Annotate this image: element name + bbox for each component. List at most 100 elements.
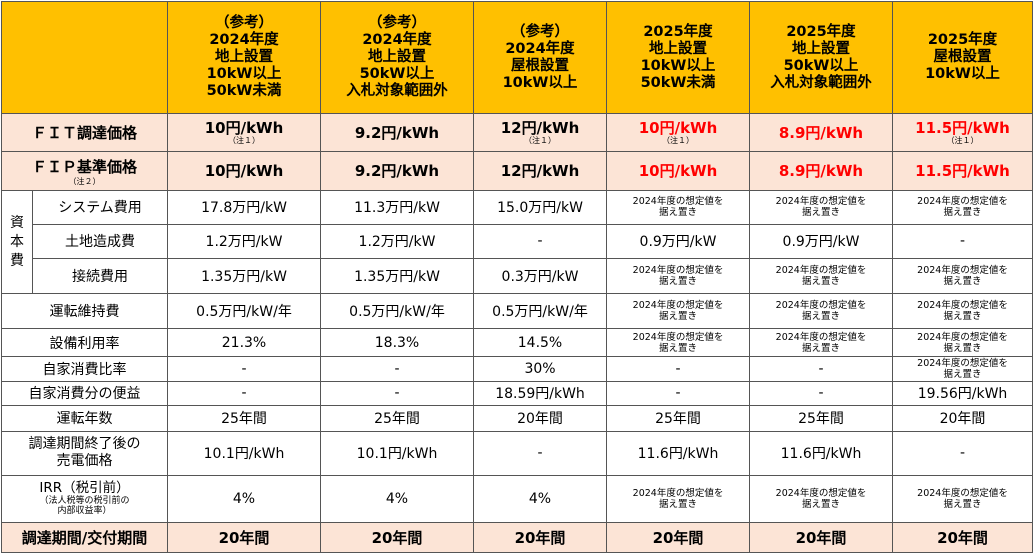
self-consumption-ratio-cell: - bbox=[749, 355, 893, 383]
operating-years-cell: 20年間 bbox=[892, 404, 1033, 433]
fit-price-cell: 10円/kWh （注１） bbox=[167, 113, 321, 153]
irr-cell: 4% bbox=[167, 474, 321, 524]
self-consumption-ratio-row: 自家消費比率 - - 30% - - 2024年度の想定値を 据え置き bbox=[1, 355, 1033, 383]
post-period-price-row: 調達期間終了後の 売電価格 10.1円/kWh 10.1円/kWh - 11.6円… bbox=[1, 431, 1033, 476]
fit-price-cell: 8.9円/kWh bbox=[749, 113, 893, 153]
fip-price-cell: 11.5円/kWh bbox=[892, 151, 1033, 191]
self-consumption-benefit-row: 自家消費分の便益 - - 18.59円/kWh - - 19.56円/kWh bbox=[1, 381, 1033, 406]
placeholder-cell: 2024年度の想定値を 据え置き bbox=[606, 293, 750, 330]
capital-cost-label: 資本費 bbox=[1, 189, 33, 295]
land-cost-cell: - bbox=[892, 223, 1033, 260]
capacity-factor-cell: 18.3% bbox=[320, 328, 474, 357]
connection-cost-cell: 1.35万円/kW bbox=[167, 258, 321, 295]
header-corner bbox=[1, 0, 168, 115]
fip-price-cell: 8.9円/kWh bbox=[749, 151, 893, 191]
procurement-period-cell: 20年間 bbox=[473, 522, 607, 553]
placeholder-cell: 2024年度の想定値を 据え置き bbox=[749, 474, 893, 524]
post-period-price-cell: 11.6円/kWh bbox=[606, 431, 750, 476]
land-cost-cell: - bbox=[473, 223, 607, 260]
fip-price-row: ＦＩＰ基準価格 （注２） 10円/kWh 9.2円/kWh 12円/kWh 10円… bbox=[1, 151, 1033, 191]
self-consumption-benefit-cell: - bbox=[167, 381, 321, 406]
fip-price-cell: 9.2円/kWh bbox=[320, 151, 474, 191]
procurement-period-cell: 20年間 bbox=[167, 522, 321, 553]
fit-price-cell: 12円/kWh （注１） bbox=[473, 113, 607, 153]
post-period-price-label: 調達期間終了後の 売電価格 bbox=[1, 431, 168, 476]
operating-years-cell: 25年間 bbox=[749, 404, 893, 433]
post-period-price-cell: 11.6円/kWh bbox=[749, 431, 893, 476]
system-cost-cell: 15.0万円/kW bbox=[473, 189, 607, 225]
column-header-2025-roof: 2025年度 屋根設置 10kW以上 bbox=[892, 0, 1033, 115]
column-header-2025-ground-large: 2025年度 地上設置 50kW以上 入札対象範囲外 bbox=[749, 0, 893, 115]
self-consumption-ratio-cell: - bbox=[320, 355, 474, 383]
system-cost-cell: 17.8万円/kW bbox=[167, 189, 321, 225]
irr-cell: 4% bbox=[320, 474, 474, 524]
capacity-factor-label: 設備利用率 bbox=[1, 328, 168, 357]
operating-years-cell: 25年間 bbox=[167, 404, 321, 433]
capacity-factor-cell: 21.3% bbox=[167, 328, 321, 357]
placeholder-cell: 2024年度の想定値を 据え置き bbox=[749, 293, 893, 330]
self-consumption-benefit-cell: 18.59円/kWh bbox=[473, 381, 607, 406]
operating-years-cell: 25年間 bbox=[606, 404, 750, 433]
post-period-price-cell: - bbox=[473, 431, 607, 476]
column-header-2024-ground-large: （参考） 2024年度 地上設置 50kW以上 入札対象範囲外 bbox=[320, 0, 474, 115]
connection-cost-row: 接続費用 1.35万円/kW 1.35万円/kW 0.3万円/kW 2024年度… bbox=[2, 258, 1033, 295]
capacity-factor-cell: 14.5% bbox=[473, 328, 607, 357]
procurement-period-cell: 20年間 bbox=[606, 522, 750, 553]
land-cost-cell: 0.9万円/kW bbox=[749, 223, 893, 260]
operating-years-label: 運転年数 bbox=[1, 404, 168, 433]
fit-price-cell: 9.2円/kWh bbox=[320, 113, 474, 153]
land-cost-cell: 0.9万円/kW bbox=[606, 223, 750, 260]
system-cost-cell: 11.3万円/kW bbox=[320, 189, 474, 225]
post-period-price-cell: 10.1円/kWh bbox=[167, 431, 321, 476]
om-cost-cell: 0.5万円/kW/年 bbox=[167, 293, 321, 330]
connection-cost-cell: 0.3万円/kW bbox=[473, 258, 607, 295]
self-consumption-benefit-label: 自家消費分の便益 bbox=[1, 381, 168, 406]
system-cost-label: システム費用 bbox=[32, 189, 168, 225]
placeholder-cell: 2024年度の想定値を 据え置き bbox=[606, 474, 750, 524]
irr-cell: 4% bbox=[473, 474, 607, 524]
placeholder-cell: 2024年度の想定値を 据え置き bbox=[749, 328, 893, 357]
self-consumption-benefit-cell: 19.56円/kWh bbox=[892, 381, 1033, 406]
procurement-period-label: 調達期間/交付期間 bbox=[1, 522, 168, 553]
column-header-2025-ground-small: 2025年度 地上設置 10kW以上 50kW未満 bbox=[606, 0, 750, 115]
placeholder-cell: 2024年度の想定値を 据え置き bbox=[892, 355, 1033, 383]
self-consumption-ratio-cell: - bbox=[167, 355, 321, 383]
self-consumption-ratio-label: 自家消費比率 bbox=[1, 355, 168, 383]
land-cost-cell: 1.2万円/kW bbox=[167, 223, 321, 260]
placeholder-cell: 2024年度の想定値を 据え置き bbox=[749, 189, 893, 225]
column-header-2024-ground-small: （参考） 2024年度 地上設置 10kW以上 50kW未満 bbox=[167, 0, 321, 115]
land-cost-row: 土地造成費 1.2万円/kW 1.2万円/kW - 0.9万円/kW 0.9万円… bbox=[2, 223, 1033, 260]
fip-price-label: ＦＩＰ基準価格 （注２） bbox=[1, 151, 168, 191]
fip-price-cell: 10円/kWh bbox=[167, 151, 321, 191]
procurement-period-cell: 20年間 bbox=[320, 522, 474, 553]
operating-years-cell: 25年間 bbox=[320, 404, 474, 433]
fit-price-cell: 11.5円/kWh （注１） bbox=[892, 113, 1033, 153]
self-consumption-benefit-cell: - bbox=[606, 381, 750, 406]
capacity-factor-row: 設備利用率 21.3% 18.3% 14.5% 2024年度の想定値を 据え置き … bbox=[1, 328, 1033, 357]
irr-label: IRR（税引前） （法人税等の税引前の 内部収益率） bbox=[1, 474, 168, 524]
self-consumption-ratio-cell: - bbox=[606, 355, 750, 383]
self-consumption-ratio-cell: 30% bbox=[473, 355, 607, 383]
placeholder-cell: 2024年度の想定値を 据え置き bbox=[892, 328, 1033, 357]
self-consumption-benefit-cell: - bbox=[320, 381, 474, 406]
column-header-2024-roof: （参考） 2024年度 屋根設置 10kW以上 bbox=[473, 0, 607, 115]
fip-price-cell: 10円/kWh bbox=[606, 151, 750, 191]
placeholder-cell: 2024年度の想定値を 据え置き bbox=[892, 474, 1033, 524]
self-consumption-benefit-cell: - bbox=[749, 381, 893, 406]
procurement-period-cell: 20年間 bbox=[749, 522, 893, 553]
om-cost-label: 運転維持費 bbox=[1, 293, 168, 330]
placeholder-cell: 2024年度の想定値を 据え置き bbox=[606, 258, 750, 295]
post-period-price-cell: 10.1円/kWh bbox=[320, 431, 474, 476]
operating-years-cell: 20年間 bbox=[473, 404, 607, 433]
irr-row: IRR（税引前） （法人税等の税引前の 内部収益率） 4% 4% 4% 2024年度… bbox=[1, 474, 1033, 524]
placeholder-cell: 2024年度の想定値を 据え置き bbox=[606, 189, 750, 225]
fit-price-label: ＦＩＴ調達価格 bbox=[1, 113, 168, 153]
land-cost-cell: 1.2万円/kW bbox=[320, 223, 474, 260]
om-cost-cell: 0.5万円/kW/年 bbox=[320, 293, 474, 330]
connection-cost-label: 接続費用 bbox=[32, 258, 168, 295]
land-cost-label: 土地造成費 bbox=[32, 223, 168, 260]
fip-price-cell: 12円/kWh bbox=[473, 151, 607, 191]
placeholder-cell: 2024年度の想定値を 据え置き bbox=[606, 328, 750, 357]
placeholder-cell: 2024年度の想定値を 据え置き bbox=[892, 293, 1033, 330]
